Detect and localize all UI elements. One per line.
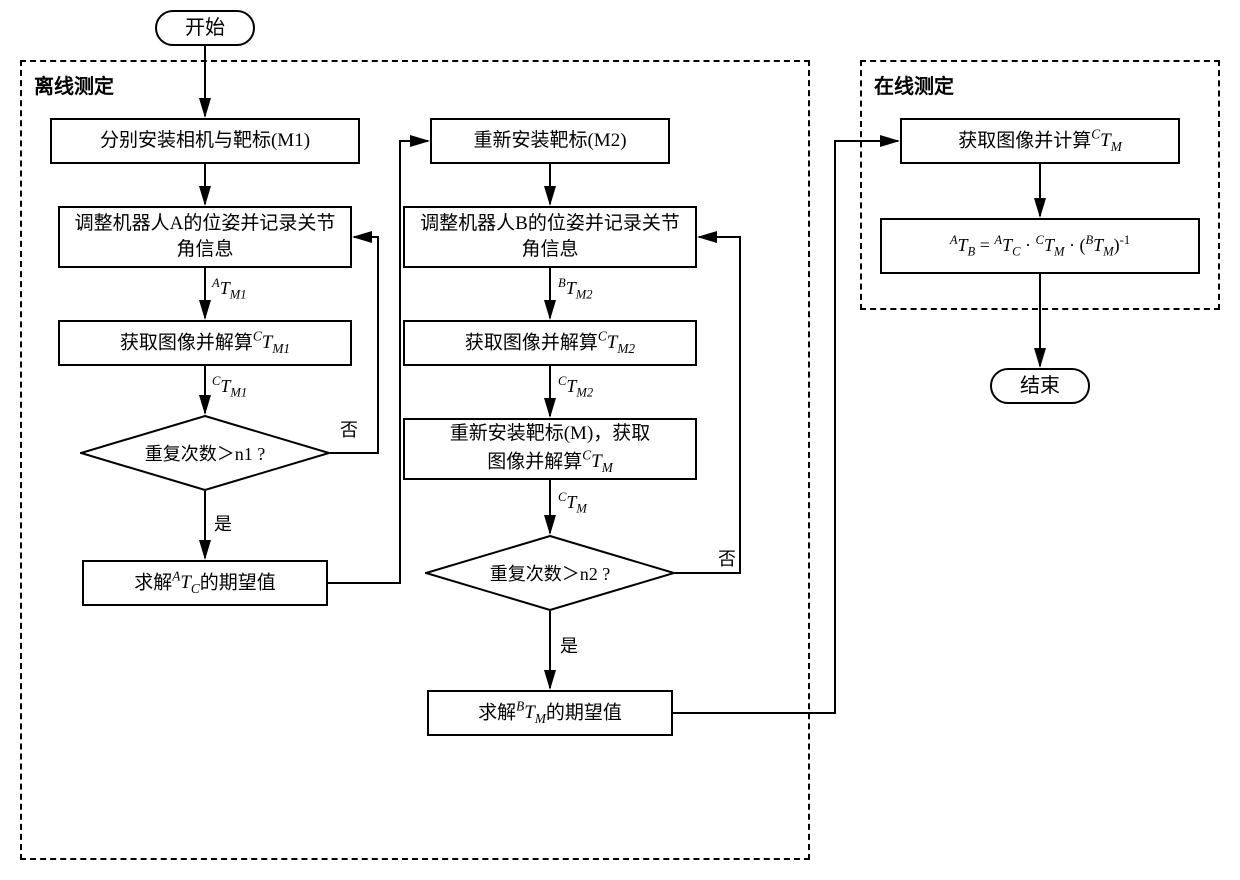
- end-label: 结束: [1020, 373, 1060, 400]
- offline-left-step3: 获取图像并解算CTM1: [58, 320, 352, 366]
- end-node: 结束: [990, 368, 1090, 404]
- no-label-1: 否: [338, 416, 360, 442]
- offline-right-step4: 重新安装靶标(M)，获取 图像并解算CTM: [403, 418, 697, 480]
- edge-label-ctm: CTM: [556, 490, 589, 517]
- yes-label-1: 是: [212, 510, 234, 536]
- no-label-2: 否: [716, 545, 738, 571]
- start-label: 开始: [185, 15, 225, 42]
- start-node: 开始: [155, 10, 255, 46]
- yes-label-2: 是: [558, 632, 580, 658]
- online-step1: 获取图像并计算CTM: [900, 118, 1180, 164]
- offline-right-decision: 重复次数＞n2 ?: [425, 535, 675, 611]
- offline-left-step1: 分别安装相机与靶标(M1): [50, 118, 360, 164]
- offline-right-step2: 调整机器人B的位姿并记录关节角信息: [403, 206, 697, 268]
- online-formula: ATB = ATC · CTM · (BTM)-1: [880, 218, 1200, 274]
- offline-right-step1: 重新安装靶标(M2): [430, 118, 670, 164]
- edge-label-ctm1: CTM1: [210, 374, 249, 401]
- offline-left-decision: 重复次数＞n1 ?: [80, 415, 330, 491]
- online-group-label: 在线测定: [872, 70, 956, 99]
- offline-group-label: 离线测定: [32, 70, 116, 99]
- offline-left-step2: 调整机器人A的位姿并记录关节角信息: [58, 206, 352, 268]
- edge-label-atm1: ATM1: [210, 276, 249, 303]
- edge-label-ctm2: CTM2: [556, 374, 595, 401]
- offline-right-step3: 获取图像并解算CTM2: [403, 320, 697, 366]
- offline-right-step6: 求解BTM的期望值: [427, 690, 673, 736]
- offline-left-step5: 求解ATC的期望值: [82, 560, 328, 606]
- edge-label-btm2: BTM2: [556, 276, 595, 303]
